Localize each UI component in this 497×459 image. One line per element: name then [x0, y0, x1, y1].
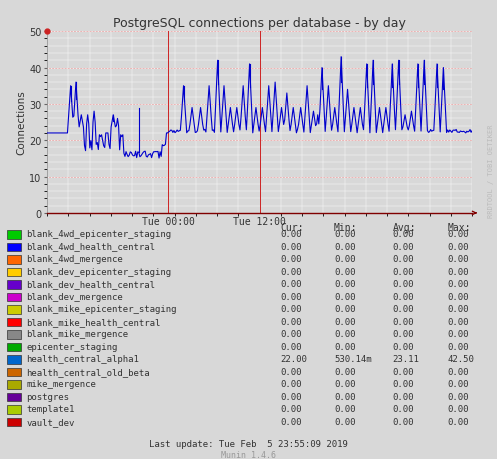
Text: 0.00: 0.00	[281, 304, 302, 313]
Text: Munin 1.4.6: Munin 1.4.6	[221, 450, 276, 459]
Text: Avg:: Avg:	[393, 223, 416, 233]
Text: 0.00: 0.00	[393, 417, 414, 426]
Text: blank_mike_mergence: blank_mike_mergence	[26, 330, 128, 338]
Text: 0.00: 0.00	[334, 242, 355, 251]
Text: 0.00: 0.00	[393, 304, 414, 313]
Text: Min:: Min:	[334, 223, 357, 233]
Text: 0.00: 0.00	[447, 404, 469, 413]
Text: 42.50: 42.50	[447, 354, 474, 364]
Y-axis label: Connections: Connections	[16, 90, 26, 155]
Title: PostgreSQL connections per database - by day: PostgreSQL connections per database - by…	[113, 17, 406, 29]
Text: 0.00: 0.00	[281, 292, 302, 301]
Text: 0.00: 0.00	[281, 392, 302, 401]
Text: 0.00: 0.00	[393, 242, 414, 251]
Text: 0.00: 0.00	[393, 280, 414, 289]
Text: 22.00: 22.00	[281, 354, 308, 364]
Text: 0.00: 0.00	[393, 230, 414, 239]
Text: epicenter_staging: epicenter_staging	[26, 342, 118, 351]
Text: 0.00: 0.00	[393, 379, 414, 388]
Text: blank_4wd_health_central: blank_4wd_health_central	[26, 242, 156, 251]
Text: 0.00: 0.00	[281, 280, 302, 289]
Text: blank_dev_health_central: blank_dev_health_central	[26, 280, 156, 289]
Text: blank_mike_health_central: blank_mike_health_central	[26, 317, 161, 326]
Text: blank_dev_mergence: blank_dev_mergence	[26, 292, 123, 301]
Text: 0.00: 0.00	[334, 304, 355, 313]
Text: 0.00: 0.00	[334, 317, 355, 326]
Text: 0.00: 0.00	[281, 267, 302, 276]
Text: Cur:: Cur:	[281, 223, 304, 233]
Text: 0.00: 0.00	[447, 267, 469, 276]
Text: 0.00: 0.00	[281, 367, 302, 376]
Text: 0.00: 0.00	[334, 404, 355, 413]
Text: 0.00: 0.00	[447, 330, 469, 338]
Text: 0.00: 0.00	[447, 342, 469, 351]
Text: 0.00: 0.00	[281, 404, 302, 413]
Text: blank_mike_epicenter_staging: blank_mike_epicenter_staging	[26, 304, 177, 313]
Text: 0.00: 0.00	[334, 379, 355, 388]
Text: 0.00: 0.00	[447, 230, 469, 239]
Text: vault_dev: vault_dev	[26, 417, 75, 426]
Text: template1: template1	[26, 404, 75, 413]
Text: 0.00: 0.00	[281, 230, 302, 239]
Text: Last update: Tue Feb  5 23:55:09 2019: Last update: Tue Feb 5 23:55:09 2019	[149, 439, 348, 448]
Text: 0.00: 0.00	[334, 342, 355, 351]
Text: 0.00: 0.00	[393, 342, 414, 351]
Text: health_central_old_beta: health_central_old_beta	[26, 367, 150, 376]
Text: 0.00: 0.00	[334, 367, 355, 376]
Text: blank_dev_epicenter_staging: blank_dev_epicenter_staging	[26, 267, 171, 276]
Text: 0.00: 0.00	[393, 404, 414, 413]
Text: health_central_alpha1: health_central_alpha1	[26, 354, 139, 364]
Text: 23.11: 23.11	[393, 354, 419, 364]
Text: 0.00: 0.00	[447, 317, 469, 326]
Text: 0.00: 0.00	[447, 367, 469, 376]
Text: 0.00: 0.00	[447, 292, 469, 301]
Text: 0.00: 0.00	[447, 280, 469, 289]
Text: 0.00: 0.00	[334, 417, 355, 426]
Text: 0.00: 0.00	[447, 242, 469, 251]
Text: 0.00: 0.00	[447, 392, 469, 401]
Text: 0.00: 0.00	[447, 417, 469, 426]
Text: 0.00: 0.00	[393, 367, 414, 376]
Text: 0.00: 0.00	[334, 255, 355, 263]
Text: 0.00: 0.00	[281, 242, 302, 251]
Text: 0.00: 0.00	[281, 330, 302, 338]
Text: 0.00: 0.00	[334, 230, 355, 239]
Text: 0.00: 0.00	[281, 342, 302, 351]
Text: Max:: Max:	[447, 223, 471, 233]
Text: 0.00: 0.00	[447, 255, 469, 263]
Text: 0.00: 0.00	[334, 280, 355, 289]
Text: 0.00: 0.00	[334, 330, 355, 338]
Text: blank_4wd_epicenter_staging: blank_4wd_epicenter_staging	[26, 230, 171, 239]
Text: blank_4wd_mergence: blank_4wd_mergence	[26, 255, 123, 263]
Text: postgres: postgres	[26, 392, 70, 401]
Text: 0.00: 0.00	[334, 267, 355, 276]
Text: 0.00: 0.00	[393, 330, 414, 338]
Text: 0.00: 0.00	[334, 392, 355, 401]
Text: 0.00: 0.00	[393, 267, 414, 276]
Text: 0.00: 0.00	[393, 392, 414, 401]
Text: 0.00: 0.00	[281, 379, 302, 388]
Text: RRDTOOL / TOBI OETIKER: RRDTOOL / TOBI OETIKER	[488, 124, 494, 217]
Text: 0.00: 0.00	[281, 255, 302, 263]
Text: 0.00: 0.00	[393, 255, 414, 263]
Text: 0.00: 0.00	[281, 417, 302, 426]
Text: mike_mergence: mike_mergence	[26, 379, 96, 388]
Text: 530.14m: 530.14m	[334, 354, 372, 364]
Text: 0.00: 0.00	[281, 317, 302, 326]
Text: 0.00: 0.00	[447, 379, 469, 388]
Text: 0.00: 0.00	[393, 317, 414, 326]
Text: 0.00: 0.00	[447, 304, 469, 313]
Text: 0.00: 0.00	[334, 292, 355, 301]
Text: 0.00: 0.00	[393, 292, 414, 301]
